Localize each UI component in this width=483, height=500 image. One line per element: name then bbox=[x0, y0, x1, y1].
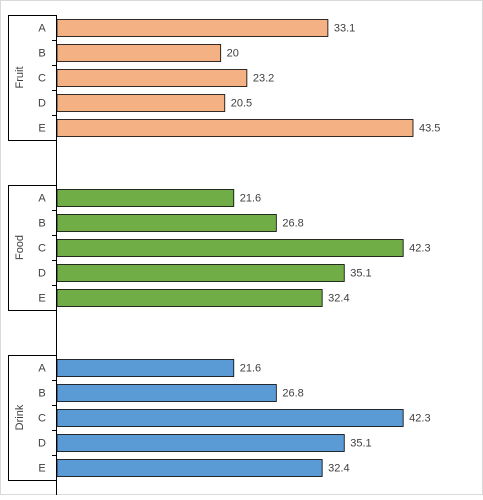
bar bbox=[56, 459, 323, 477]
category-label: B bbox=[38, 47, 45, 59]
category-label: E bbox=[38, 292, 45, 304]
data-label: 23.2 bbox=[253, 72, 274, 84]
data-label: 42.3 bbox=[409, 412, 430, 424]
data-label: 33.1 bbox=[334, 22, 355, 34]
data-label: 42.3 bbox=[409, 242, 430, 254]
category-label: E bbox=[38, 462, 45, 474]
bar bbox=[56, 384, 277, 402]
data-label: 21.6 bbox=[240, 362, 261, 374]
category-label: C bbox=[38, 72, 46, 84]
bar bbox=[56, 239, 404, 257]
category-label: D bbox=[38, 267, 46, 279]
data-label: 26.8 bbox=[282, 387, 303, 399]
bar bbox=[56, 189, 235, 207]
data-label: 32.4 bbox=[328, 462, 349, 474]
bar bbox=[56, 69, 248, 87]
data-label: 32.4 bbox=[328, 292, 349, 304]
category-label: A bbox=[38, 192, 46, 204]
data-label: 35.1 bbox=[350, 267, 371, 279]
bar bbox=[56, 214, 277, 232]
data-label: 35.1 bbox=[350, 437, 371, 449]
bar bbox=[56, 19, 329, 37]
category-label: A bbox=[38, 22, 46, 34]
category-label: D bbox=[38, 437, 46, 449]
data-label: 21.6 bbox=[240, 192, 261, 204]
group-label: Drink bbox=[14, 404, 26, 430]
bar bbox=[56, 434, 345, 452]
category-label: B bbox=[38, 217, 45, 229]
data-label: 43.5 bbox=[419, 122, 440, 134]
group-label: Food bbox=[14, 235, 26, 260]
data-label: 26.8 bbox=[282, 217, 303, 229]
bar bbox=[56, 359, 235, 377]
category-label: C bbox=[38, 412, 46, 424]
category-label: D bbox=[38, 97, 46, 109]
bar bbox=[56, 119, 414, 137]
data-label: 20 bbox=[227, 47, 239, 59]
bar bbox=[56, 264, 345, 282]
bar bbox=[56, 94, 226, 112]
category-label: A bbox=[38, 362, 46, 374]
data-label: 20.5 bbox=[231, 97, 252, 109]
category-label: E bbox=[38, 122, 45, 134]
bar bbox=[56, 44, 222, 62]
category-label: C bbox=[38, 242, 46, 254]
bar bbox=[56, 289, 323, 307]
bar bbox=[56, 409, 404, 427]
group-label: Fruit bbox=[14, 67, 26, 89]
category-label: B bbox=[38, 387, 45, 399]
plot-area: Fruit A 33.1 B 20 C 23.2 D 20.5 E 43.5 Food A 21.6 B 26… bbox=[8, 15, 440, 500]
